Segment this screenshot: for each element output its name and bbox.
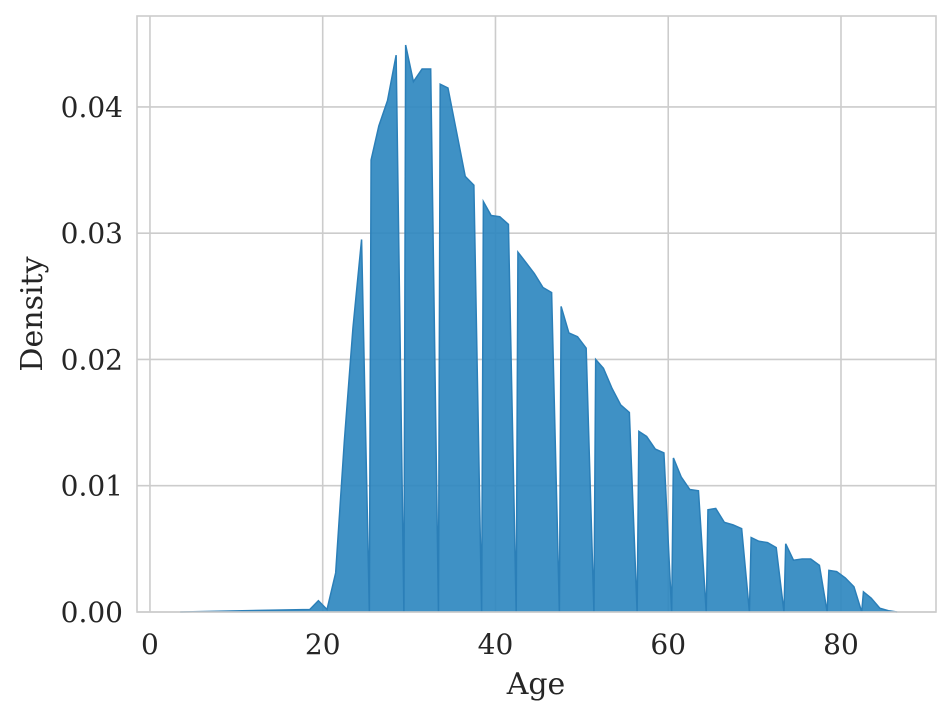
x-tick-label: 60 xyxy=(650,628,686,661)
x-tick-label: 20 xyxy=(305,628,341,661)
x-tick-label: 80 xyxy=(823,628,859,661)
density-area xyxy=(180,44,898,613)
tick-labels: 0 20 40 60 80 0.00 0.01 0.02 0.03 0.04 xyxy=(61,91,859,661)
y-tick-label: 0.00 xyxy=(61,596,123,629)
density-outline xyxy=(180,44,898,613)
y-axis-label: Density xyxy=(15,256,50,371)
y-tick-label: 0.04 xyxy=(61,91,123,124)
x-tick-label: 0 xyxy=(141,628,159,661)
y-tick-label: 0.03 xyxy=(61,217,123,250)
y-tick-label: 0.01 xyxy=(61,470,123,503)
x-axis-label: Age xyxy=(506,667,566,702)
density-area-fill xyxy=(180,45,898,613)
plot-frame xyxy=(136,15,937,613)
y-tick-label: 0.02 xyxy=(61,343,123,376)
x-tick-label: 40 xyxy=(478,628,514,661)
